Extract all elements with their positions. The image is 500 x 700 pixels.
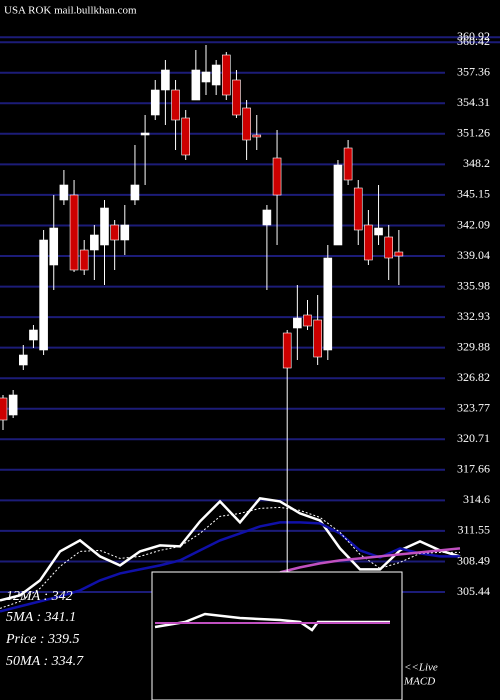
indicator-lines: [0, 497, 461, 613]
indicator-line: [0, 506, 460, 609]
candle-body: [161, 69, 170, 91]
candle-body: [110, 224, 119, 241]
y-tick-label: 314.6: [463, 492, 490, 506]
candle-body: [242, 107, 251, 141]
candle-body: [130, 184, 140, 201]
y-tick-label: 345.15: [457, 187, 490, 201]
y-tick-label: 351.26: [457, 126, 490, 140]
y-tick-label: 339.04: [457, 248, 490, 262]
candle-body: [303, 314, 312, 327]
y-tick-label: 320.71: [457, 431, 490, 445]
candle-body: [323, 257, 333, 351]
candle-body: [333, 164, 343, 246]
candle-body: [364, 224, 373, 261]
y-tick-label: 354.31: [457, 95, 490, 109]
candle-body: [69, 194, 79, 271]
legend-entry: 5MA : 341.1: [6, 610, 76, 625]
y-tick-label: 360.42: [457, 34, 490, 48]
y-tick-label: 311.55: [457, 523, 490, 537]
candle-body: [49, 227, 59, 266]
candle-body: [201, 71, 211, 83]
candle-body: [181, 117, 190, 156]
candle-body: [90, 234, 99, 251]
candle-body: [232, 79, 241, 116]
candle-body: [252, 134, 262, 138]
legend-entry: Price : 339.5: [5, 632, 79, 647]
candle-body: [29, 329, 38, 341]
chart-title: USA ROK mail.bullkhan.com: [4, 5, 137, 17]
candle-body: [293, 317, 302, 329]
candle-body: [39, 239, 48, 351]
y-tick-label: 305.44: [457, 584, 490, 598]
candle-body: [272, 157, 282, 196]
y-tick-label: 357.36: [457, 65, 490, 79]
candle-body: [100, 207, 109, 246]
candle-body: [59, 184, 69, 201]
y-tick-label: 326.82: [457, 370, 490, 384]
candle-body: [120, 224, 130, 241]
candle-body: [0, 397, 8, 421]
y-tick-label: 329.88: [457, 339, 490, 353]
candle-body: [222, 54, 231, 96]
candle-body: [8, 394, 18, 416]
macd-label: MACD: [403, 676, 435, 688]
candles: [0, 45, 404, 605]
y-tick-label: 308.49: [457, 553, 490, 567]
y-tick-label: 335.98: [457, 278, 490, 292]
live-label: <<Live: [404, 662, 438, 674]
indicator-line: [279, 547, 461, 574]
candle-body: [343, 147, 353, 181]
candle-body: [353, 187, 363, 231]
macd-panel: [151, 571, 403, 700]
macd-line: [154, 612, 390, 632]
y-tick-label: 348.2: [463, 156, 490, 170]
candle-body: [374, 227, 383, 236]
indicator-line: [0, 497, 461, 602]
candle-body: [150, 89, 160, 116]
y-tick-label: 360.92: [457, 29, 490, 43]
candle-body: [282, 332, 292, 369]
candle-body: [18, 354, 28, 366]
candle-body: [262, 209, 272, 226]
y-tick-label: 317.66: [457, 462, 490, 476]
candle-body: [211, 64, 221, 86]
candle-body: [171, 89, 180, 121]
y-tick-label: 332.93: [457, 309, 490, 323]
legend-entry: 50MA : 334.7: [6, 654, 84, 669]
candle-body: [191, 69, 201, 101]
y-tick-label: 323.77: [457, 400, 490, 414]
candle-body: [140, 132, 150, 136]
candle-body: [79, 249, 89, 271]
candle-body: [394, 251, 404, 257]
legend-entry: 12MA : 342: [6, 589, 73, 604]
candle-body: [384, 236, 394, 259]
y-tick-label: 342.09: [457, 217, 490, 231]
candle-body: [313, 319, 322, 358]
